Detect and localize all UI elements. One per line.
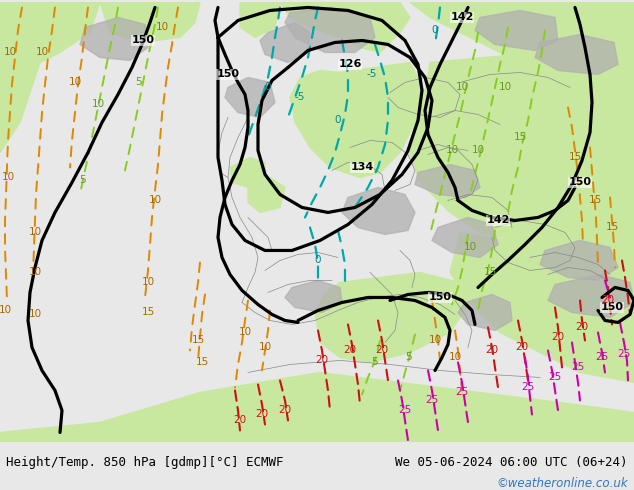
Polygon shape bbox=[230, 157, 265, 188]
Text: 5: 5 bbox=[404, 352, 411, 363]
Text: 10: 10 bbox=[29, 227, 42, 238]
Polygon shape bbox=[432, 218, 498, 257]
Polygon shape bbox=[365, 277, 405, 322]
Text: 0: 0 bbox=[432, 25, 438, 35]
Text: 10: 10 bbox=[0, 305, 11, 316]
Polygon shape bbox=[285, 7, 375, 52]
Text: 20: 20 bbox=[256, 410, 269, 419]
Text: 15: 15 bbox=[568, 152, 581, 163]
Text: ©weatheronline.co.uk: ©weatheronline.co.uk bbox=[496, 477, 628, 490]
Polygon shape bbox=[450, 232, 634, 383]
Text: 10: 10 bbox=[472, 146, 484, 155]
Polygon shape bbox=[475, 10, 558, 50]
Polygon shape bbox=[248, 177, 285, 213]
Polygon shape bbox=[415, 165, 480, 197]
Text: 5: 5 bbox=[372, 358, 378, 368]
Text: 10: 10 bbox=[29, 268, 42, 277]
Text: 10: 10 bbox=[148, 196, 162, 205]
Text: 20: 20 bbox=[375, 345, 389, 355]
Text: 20: 20 bbox=[486, 345, 498, 355]
Polygon shape bbox=[80, 18, 148, 60]
Polygon shape bbox=[0, 2, 50, 152]
Text: 150: 150 bbox=[600, 302, 623, 313]
Text: 5: 5 bbox=[134, 77, 141, 87]
Text: 10: 10 bbox=[446, 146, 458, 155]
Text: 20: 20 bbox=[278, 405, 292, 416]
Text: 15: 15 bbox=[141, 307, 155, 318]
Polygon shape bbox=[410, 52, 634, 263]
Polygon shape bbox=[240, 2, 280, 37]
Text: 10: 10 bbox=[238, 327, 252, 338]
Text: 10: 10 bbox=[155, 23, 169, 32]
Text: -5: -5 bbox=[295, 93, 305, 102]
Text: We 05-06-2024 06:00 UTC (06+24): We 05-06-2024 06:00 UTC (06+24) bbox=[395, 456, 628, 468]
Text: 10: 10 bbox=[3, 48, 16, 57]
Text: 15: 15 bbox=[514, 132, 527, 143]
Text: 5: 5 bbox=[79, 175, 86, 185]
Polygon shape bbox=[290, 62, 425, 177]
Text: 10: 10 bbox=[498, 82, 512, 93]
Text: 15: 15 bbox=[588, 196, 602, 205]
Polygon shape bbox=[280, 2, 410, 52]
Polygon shape bbox=[458, 294, 512, 330]
Polygon shape bbox=[260, 23, 310, 62]
Text: 20: 20 bbox=[515, 343, 529, 352]
Text: 150: 150 bbox=[429, 293, 451, 302]
Polygon shape bbox=[540, 241, 618, 280]
Text: 0: 0 bbox=[265, 82, 271, 93]
Text: 10: 10 bbox=[36, 48, 49, 57]
Text: 134: 134 bbox=[351, 163, 373, 172]
Text: 10: 10 bbox=[91, 99, 105, 109]
Polygon shape bbox=[510, 132, 634, 263]
Text: 10: 10 bbox=[429, 336, 441, 345]
Text: 10: 10 bbox=[1, 172, 15, 182]
Text: 15: 15 bbox=[195, 358, 209, 368]
Text: 10: 10 bbox=[141, 277, 155, 288]
Text: 20: 20 bbox=[602, 295, 614, 305]
Text: 150: 150 bbox=[569, 177, 592, 188]
Text: 25: 25 bbox=[571, 363, 585, 372]
Text: 25: 25 bbox=[618, 349, 631, 360]
Polygon shape bbox=[548, 274, 634, 318]
Text: 10: 10 bbox=[259, 343, 271, 352]
Text: 25: 25 bbox=[425, 395, 439, 405]
Text: 126: 126 bbox=[339, 59, 361, 70]
Text: 25: 25 bbox=[398, 405, 411, 416]
Text: 142: 142 bbox=[450, 12, 474, 23]
Text: 20: 20 bbox=[233, 416, 247, 425]
Text: 20: 20 bbox=[316, 355, 328, 366]
Text: 150: 150 bbox=[131, 35, 155, 46]
Text: 25: 25 bbox=[455, 388, 469, 397]
Text: 150: 150 bbox=[216, 70, 240, 79]
Text: 20: 20 bbox=[552, 332, 564, 343]
Text: 10: 10 bbox=[29, 310, 42, 319]
Polygon shape bbox=[315, 272, 470, 363]
Text: 15: 15 bbox=[191, 336, 205, 345]
Text: Height/Temp. 850 hPa [gdmp][°C] ECMWF: Height/Temp. 850 hPa [gdmp][°C] ECMWF bbox=[6, 456, 284, 468]
Polygon shape bbox=[225, 77, 275, 118]
Polygon shape bbox=[535, 34, 618, 74]
Text: 10: 10 bbox=[455, 82, 469, 93]
Text: 10: 10 bbox=[448, 352, 462, 363]
Text: -5: -5 bbox=[367, 70, 377, 79]
Text: 25: 25 bbox=[548, 372, 562, 383]
Text: 15: 15 bbox=[483, 268, 496, 277]
Text: 0: 0 bbox=[335, 116, 341, 125]
Polygon shape bbox=[410, 2, 634, 93]
Text: 10: 10 bbox=[68, 77, 82, 87]
Polygon shape bbox=[0, 2, 100, 82]
Text: 0: 0 bbox=[314, 255, 321, 266]
Text: 15: 15 bbox=[605, 222, 619, 232]
Text: 25: 25 bbox=[595, 352, 609, 363]
Text: 20: 20 bbox=[344, 345, 356, 355]
Text: 20: 20 bbox=[576, 322, 588, 332]
Text: 25: 25 bbox=[521, 383, 534, 392]
Polygon shape bbox=[100, 2, 200, 43]
Text: 10: 10 bbox=[463, 243, 477, 252]
Polygon shape bbox=[0, 372, 634, 442]
Polygon shape bbox=[285, 280, 342, 313]
Text: 142: 142 bbox=[486, 216, 510, 225]
Polygon shape bbox=[342, 188, 415, 234]
